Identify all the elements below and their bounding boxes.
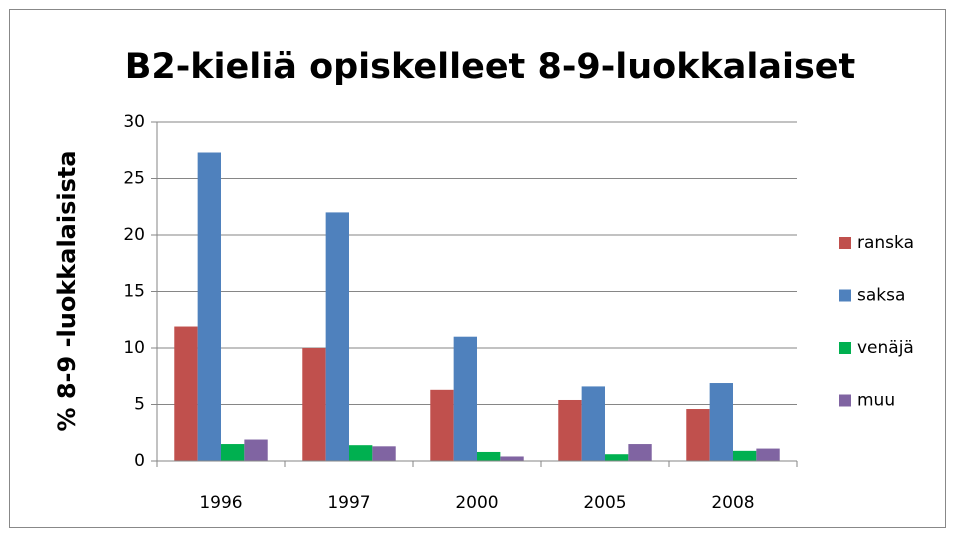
y-tick-label: 30 (123, 112, 145, 132)
x-tick-label: 1996 (199, 493, 242, 513)
legend-swatch (839, 394, 851, 407)
x-tick-label: 2008 (711, 493, 754, 513)
bar (500, 456, 524, 461)
bar (302, 348, 326, 461)
y-tick-label: 25 (123, 169, 145, 189)
bar (558, 399, 582, 461)
bar (709, 383, 733, 461)
bar (430, 389, 454, 461)
y-tick-label: 10 (123, 338, 145, 358)
y-tick-label: 5 (134, 395, 145, 415)
bar (325, 212, 349, 461)
y-axis-label: % 8-9 -luokkalaisista (53, 150, 81, 431)
bar (686, 409, 710, 461)
bar (372, 446, 396, 461)
bar (756, 448, 780, 461)
y-tick-label: 20 (123, 225, 145, 245)
y-tick-label: 15 (123, 282, 145, 302)
legend-label: ranska (857, 233, 914, 253)
bar (349, 445, 373, 461)
legend-swatch (839, 289, 851, 302)
x-tick-label: 2000 (455, 493, 498, 513)
bar (174, 326, 198, 461)
bar (453, 336, 477, 461)
legend-swatch (839, 342, 851, 354)
bar (477, 451, 501, 461)
x-tick-label: 2005 (583, 493, 626, 513)
bar (221, 444, 245, 461)
bar (605, 454, 629, 461)
bar (244, 439, 268, 461)
legend-swatch (839, 237, 851, 249)
x-tick-label: 1997 (327, 493, 370, 513)
bar (197, 152, 221, 461)
chart-title: B2-kieliä opiskelleet 8-9-luokkalaiset (125, 47, 856, 87)
bar (628, 444, 652, 461)
y-tick-label: 0 (134, 451, 145, 471)
legend-label: saksa (857, 286, 905, 306)
bar (581, 386, 605, 461)
chart-frame (9, 9, 946, 528)
legend-label: venäjä (857, 338, 914, 358)
bar (733, 450, 757, 461)
legend-label: muu (857, 391, 895, 411)
